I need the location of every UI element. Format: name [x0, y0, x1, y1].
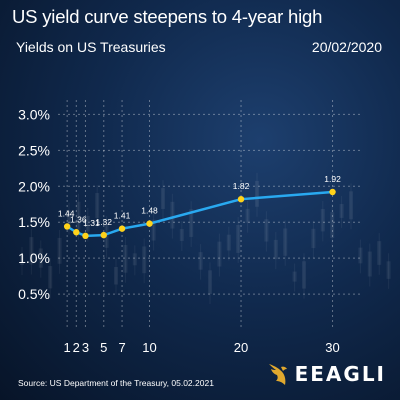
- decor-candle: [76, 201, 81, 230]
- x-tick-label: 10: [142, 340, 156, 355]
- decor-candle: [57, 237, 62, 264]
- decor-candle: [151, 219, 156, 241]
- decor-candle: [38, 248, 43, 268]
- decor-candle: [132, 253, 137, 266]
- y-axis: 0.5% 1.0% 1.5% 2.0% 2.5% 3.0%: [18, 106, 50, 302]
- x-tick-label: 20: [234, 340, 248, 355]
- decor-candle: [179, 229, 184, 241]
- brand-logo: EEAGLI: [267, 360, 386, 388]
- data-point: [329, 188, 336, 196]
- decor-candle: [114, 266, 118, 285]
- decor-candle: [273, 239, 278, 260]
- decor-candle: [255, 180, 259, 207]
- decor-candle: [29, 237, 34, 265]
- decor-candle: [198, 252, 203, 270]
- decor-candle: [189, 209, 194, 237]
- data-label: 1.31: [83, 218, 100, 228]
- y-tick-label: 1.5%: [18, 214, 50, 230]
- decor-candle: [142, 246, 147, 274]
- x-tick-label: 1: [64, 340, 71, 355]
- x-tick-label: 2: [73, 340, 80, 355]
- data-points: [63, 188, 336, 240]
- data-point: [82, 232, 89, 240]
- y-tick-label: 2.0%: [18, 178, 50, 194]
- chart-subtitle: Yields on US Treasuries: [16, 39, 166, 55]
- decor-candle: [330, 212, 335, 239]
- decor-candle: [20, 255, 24, 265]
- background-decoration: [20, 172, 391, 305]
- data-point: [146, 220, 153, 227]
- x-tick-label: 7: [118, 340, 125, 355]
- decor-candle: [320, 209, 325, 232]
- decor-candle: [208, 270, 212, 295]
- logo-text: EEAGLI: [294, 362, 386, 386]
- decor-candle: [245, 208, 250, 223]
- chart-title: US yield curve steepens to 4-year high: [12, 6, 323, 27]
- decor-candle: [85, 215, 90, 232]
- decor-candle: [95, 193, 100, 218]
- y-tick-label: 3.0%: [18, 106, 50, 122]
- data-label: 1.36: [70, 214, 87, 224]
- decor-candle: [236, 224, 241, 253]
- decor-candle: [217, 241, 222, 267]
- data-label: 1.41: [114, 211, 131, 221]
- decor-candle: [67, 210, 71, 225]
- y-tick-label: 2.5%: [18, 142, 50, 158]
- decor-candle: [161, 188, 165, 209]
- decor-candle: [264, 219, 269, 242]
- decor-candle: [377, 241, 382, 265]
- decor-candle: [339, 204, 344, 218]
- x-tick-label: 5: [100, 340, 107, 355]
- data-label: 1.92: [324, 174, 341, 184]
- decor-candle: [386, 261, 391, 279]
- decor-candle: [292, 271, 297, 282]
- chart-date: 20/02/2020: [311, 39, 382, 55]
- data-label: 1.44: [58, 209, 75, 219]
- data-point: [63, 223, 71, 230]
- y-tick-label: 1.0%: [18, 250, 50, 266]
- eagle-icon: [268, 364, 287, 385]
- decor-candle: [283, 228, 288, 256]
- decor-candle: [349, 191, 353, 220]
- decor-candle: [302, 261, 306, 289]
- data-label: 1.82: [233, 181, 250, 191]
- grid-lines: [58, 100, 360, 330]
- decor-candle: [123, 244, 128, 273]
- x-tick-label: 30: [325, 340, 339, 355]
- data-point: [237, 195, 245, 203]
- x-tick-label: 3: [82, 340, 89, 355]
- data-point: [73, 229, 80, 236]
- decor-candle: [358, 247, 363, 264]
- data-label: 1.32: [95, 217, 112, 227]
- y-tick-label: 0.5%: [18, 286, 50, 302]
- x-axis: 1 2 3 5 7 10 20 30: [64, 340, 340, 355]
- decor-candle: [170, 201, 175, 229]
- decor-candle: [367, 251, 372, 277]
- data-labels: 1.441.361.311.321.41 1.48 1.82 1.92: [58, 174, 341, 228]
- data-point: [100, 231, 107, 239]
- data-point: [118, 225, 126, 232]
- decor-candle: [226, 234, 231, 251]
- decor-candle: [48, 266, 53, 289]
- source-note: Source: US Department of the Treasury, 0…: [18, 378, 214, 388]
- data-label: 1.48: [141, 206, 158, 216]
- decor-candle: [311, 228, 316, 249]
